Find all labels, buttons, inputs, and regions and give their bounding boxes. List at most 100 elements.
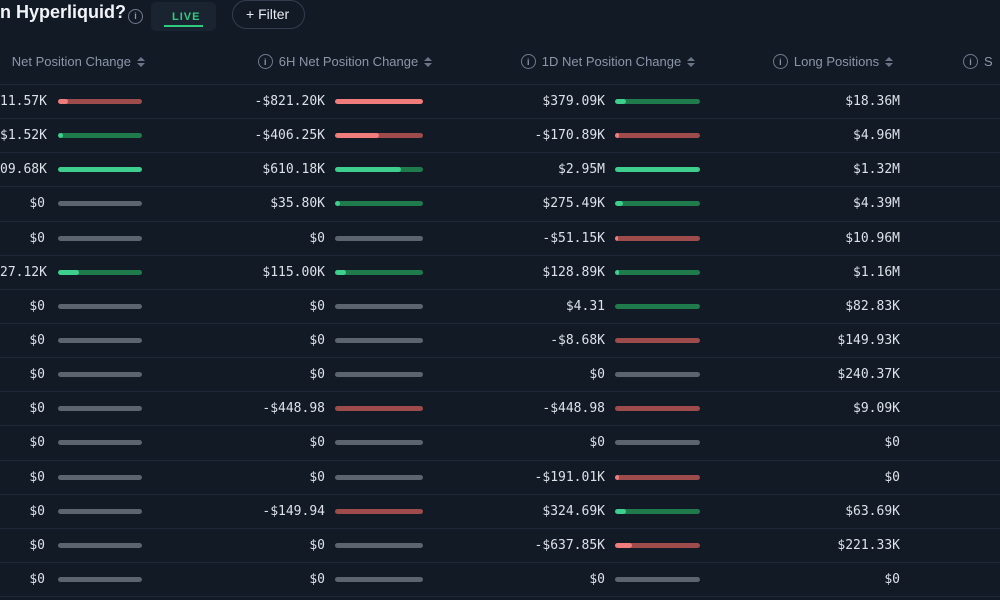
column-header-long-positions[interactable]: i Long Positions (683, 54, 983, 69)
table-row[interactable]: $0 $0 -$8.68K $149.93K (0, 322, 1000, 357)
info-icon[interactable]: i (520, 54, 536, 69)
change-bar (335, 440, 423, 446)
cell-value: $0 (309, 572, 325, 588)
page-title: n Hyperliquid? (0, 2, 126, 22)
cell-value: -$406.25K (254, 128, 325, 144)
table-row[interactable]: $0 $0 $0 $0 (0, 561, 1000, 598)
change-bar (335, 372, 423, 378)
change-bar (58, 372, 142, 378)
column-header-label: Net Position Change (11, 54, 131, 69)
table-row[interactable]: $0 $0 $0 $0 (0, 425, 1000, 459)
change-bar-fill (58, 133, 64, 139)
info-icon[interactable]: i (963, 54, 978, 69)
table-row[interactable]: 27.12K $115.00K $128.89K $1.16M (0, 254, 1000, 289)
change-bar (615, 474, 700, 480)
cell-value: -$51.15K (542, 230, 605, 246)
cell-value: $0 (29, 469, 45, 485)
cell-value: $0 (309, 367, 325, 383)
change-bar-fill (615, 508, 627, 514)
filter-button[interactable]: + Filter (232, 0, 306, 29)
cell-value: -$191.01K (534, 469, 605, 485)
cell-value: $1.52K (0, 128, 47, 144)
cell-value: $1.32M (853, 162, 900, 178)
table-row[interactable]: 11.57K -$821.20K $379.09K $18.36M (0, 84, 1000, 118)
table-row[interactable]: $0 $0 $0 $240.37K (0, 357, 1000, 391)
column-header-short-positions[interactable]: i S (963, 54, 993, 69)
change-bar (58, 542, 142, 548)
change-bar (615, 542, 700, 548)
cell-value: $35.80K (270, 196, 325, 212)
cell-value: $0 (589, 572, 605, 588)
column-header-6h-net-position-change[interactable]: i 6H Net Position Change (195, 54, 495, 69)
cell-value: $0 (29, 333, 45, 349)
cell-value: $0 (589, 367, 605, 383)
info-icon[interactable]: i (257, 54, 273, 69)
cell-value: $0 (29, 367, 45, 383)
table-row[interactable]: $1.52K -$406.25K -$170.89K $4.96M (0, 118, 1000, 152)
table-body: 11.57K -$821.20K $379.09K $18.36M $1.52K -$40… (0, 84, 1000, 598)
cell-value: $0 (309, 333, 325, 349)
cell-value: $4.39M (853, 196, 900, 212)
change-bar (335, 167, 423, 173)
table-row[interactable]: $0 $0 -$191.01K $0 (0, 459, 1000, 494)
table-row[interactable]: $0 $0 -$637.85K $221.33K (0, 527, 1000, 562)
column-header-net-position-change[interactable]: Net Position Change (0, 54, 145, 69)
sort-icon[interactable] (885, 56, 894, 67)
table-row[interactable]: 09.68K $610.18K $2.95M $1.32M (0, 152, 1000, 186)
column-header-label: S (984, 54, 993, 69)
table-row[interactable]: $0 $0 -$51.15K $10.96M (0, 220, 1000, 255)
cell-value: $0 (29, 298, 45, 314)
change-bar (335, 577, 423, 583)
change-bar (335, 235, 423, 241)
change-bar (335, 338, 423, 344)
cell-value: $0 (884, 435, 900, 451)
change-bar (58, 235, 142, 241)
cell-value: $82.83K (845, 298, 900, 314)
table-row[interactable]: $0 $35.80K $275.49K $4.39M (0, 186, 1000, 220)
change-bar (58, 508, 142, 514)
change-bar-fill (58, 167, 142, 173)
change-bar-fill (335, 269, 347, 275)
change-bar-fill (615, 99, 627, 105)
table-row[interactable]: $0 -$448.98 -$448.98 $9.09K (0, 391, 1000, 425)
sort-icon[interactable] (424, 56, 433, 67)
cell-value: $9.09K (853, 401, 900, 417)
change-bar (335, 99, 423, 105)
change-bar (335, 406, 423, 412)
info-icon[interactable]: i (772, 54, 788, 69)
change-bar (58, 133, 142, 139)
sort-icon[interactable] (137, 56, 145, 67)
change-bar-fill (615, 474, 620, 480)
change-bar (335, 133, 423, 139)
change-bar-fill (58, 99, 69, 105)
change-bar (335, 508, 423, 514)
table-row[interactable]: $0 -$149.94 $324.69K $63.69K (0, 493, 1000, 528)
change-bar (58, 338, 142, 344)
change-bar (615, 303, 700, 309)
change-bar-fill (58, 269, 79, 275)
change-bar (58, 99, 142, 105)
column-header-1d-net-position-change[interactable]: i 1D Net Position Change (458, 54, 758, 69)
cell-value: 11.57K (0, 94, 47, 110)
live-badge[interactable]: LIVE (151, 2, 217, 31)
cell-value: $63.69K (845, 503, 900, 519)
change-bar-fill (335, 99, 423, 105)
title-info-icon[interactable]: i (128, 8, 143, 24)
change-bar-fill (615, 269, 620, 275)
cell-value: $0 (29, 401, 45, 417)
change-bar (615, 201, 700, 207)
change-bar (615, 440, 700, 446)
sort-icon[interactable] (687, 56, 696, 67)
change-bar-fill (615, 167, 700, 173)
change-bar (335, 542, 423, 548)
change-bar (335, 474, 423, 480)
table-header: Net Position Change i 6H Net Position Ch… (0, 48, 1000, 83)
top-bar: n Hyperliquid? i LIVE + Filter (0, 0, 1000, 40)
table-row[interactable]: $0 $0 $4.31 $82.83K (0, 288, 1000, 323)
cell-value: $0 (589, 435, 605, 451)
cell-value: $0 (29, 230, 45, 246)
cell-value: $2.95M (558, 162, 605, 178)
cell-value: -$149.94 (262, 503, 325, 519)
change-bar (615, 99, 700, 105)
cell-value: -$448.98 (262, 401, 325, 417)
